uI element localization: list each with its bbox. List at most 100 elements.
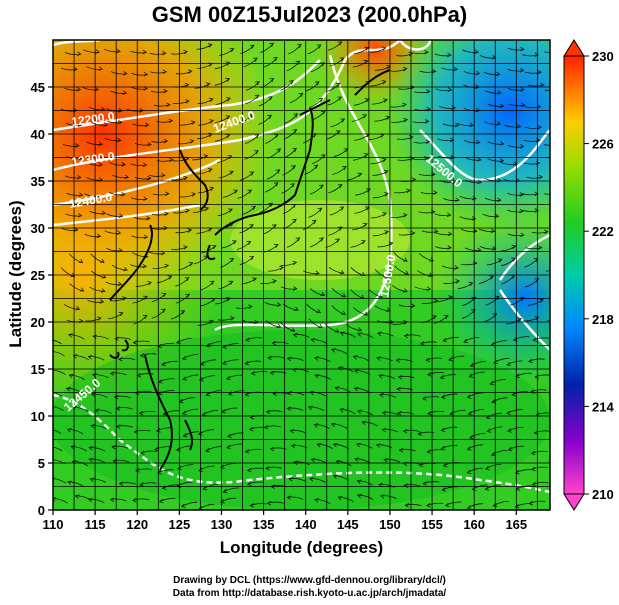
streamline-arrow [466, 446, 472, 451]
streamline [549, 228, 550, 230]
streamline-arrow [428, 272, 434, 278]
y-tick-label: 25 [31, 268, 45, 283]
streamline-arrow [449, 137, 455, 143]
streamline-arrow [249, 224, 254, 229]
streamline-arrow [471, 216, 477, 221]
streamline-arrow [187, 228, 193, 233]
streamline-arrow [340, 118, 346, 123]
streamline-arrow [219, 499, 225, 504]
streamline-arrow [426, 89, 431, 94]
streamline-arrow [229, 258, 235, 263]
streamline-arrow [454, 265, 459, 270]
streamline-arrow [362, 222, 368, 228]
streamline-arrow [364, 46, 370, 52]
streamline-arrow [271, 340, 277, 346]
streamline-arrow [520, 46, 525, 52]
streamline-arrow [76, 87, 82, 92]
streamline-arrow [499, 141, 505, 146]
streamline-arrow [476, 157, 482, 162]
streamline-arrow [246, 467, 252, 473]
streamline-arrow [276, 302, 282, 307]
x-tick-label: 120 [126, 517, 148, 532]
streamline-arrow [506, 361, 512, 367]
streamline-arrow [90, 424, 96, 429]
streamline-arrow [467, 411, 473, 416]
streamline-arrow [469, 362, 475, 368]
streamline-arrow [484, 486, 490, 491]
streamline-arrow [528, 500, 534, 506]
streamline-arrow [222, 360, 227, 366]
streamline-arrow [117, 119, 123, 125]
streamline-arrow [512, 161, 518, 166]
streamline-arrow [118, 481, 124, 486]
streamline-arrow [313, 423, 319, 428]
streamline-arrow [269, 370, 275, 376]
streamline-arrow [267, 355, 272, 361]
streamline-arrow [356, 479, 362, 484]
streamline-arrow [447, 52, 452, 58]
y-tick-label: 0 [38, 503, 45, 518]
streamline-arrow [147, 175, 152, 181]
streamline-arrow [311, 219, 317, 225]
streamline-arrow [273, 57, 278, 62]
streamline-arrow [182, 376, 187, 381]
streamline-arrow [289, 429, 295, 434]
streamline-arrow [448, 357, 453, 362]
streamline-arrow [271, 224, 277, 229]
streamline-arrow [225, 375, 231, 381]
streamline-arrow [443, 314, 449, 320]
streamline-arrow [361, 420, 367, 425]
streamline-arrow [396, 386, 401, 392]
streamline-arrow [361, 240, 366, 245]
streamline-arrow [168, 118, 174, 124]
streamline-arrow [221, 409, 226, 414]
streamline-arrow [229, 170, 234, 175]
streamline-arrow [332, 443, 338, 448]
streamline-arrow [444, 502, 450, 508]
streamline-arrow [48, 405, 52, 409]
streamline-arrow [46, 428, 50, 432]
streamline-arrow [314, 81, 320, 86]
streamline-arrow [558, 154, 562, 158]
streamline-arrow [202, 485, 208, 491]
streamline-arrow [76, 51, 82, 57]
streamline-arrow [189, 139, 195, 144]
streamline-arrow [120, 191, 126, 197]
wind-streamlines [46, 41, 562, 510]
streamline [543, 144, 550, 146]
streamline-arrow [404, 270, 409, 275]
streamline-arrow [376, 356, 381, 361]
streamline-arrow [143, 71, 149, 77]
streamline-arrow [434, 228, 439, 234]
streamline-arrow [99, 258, 105, 263]
streamline-arrow [272, 279, 277, 284]
streamline-arrow [117, 356, 123, 362]
streamline-arrow [314, 356, 319, 361]
streamline-arrow [147, 281, 153, 286]
streamline-arrow [89, 477, 95, 483]
streamline-arrow [78, 259, 84, 264]
streamline-arrow [297, 43, 302, 49]
y-tick-label: 30 [31, 221, 45, 236]
streamline-arrow [248, 114, 254, 119]
x-tick-label: 115 [85, 517, 106, 532]
streamline-arrow [267, 114, 272, 119]
x-tick-label: 135 [253, 517, 275, 532]
streamline-arrow [532, 337, 537, 342]
streamline-arrow [205, 82, 211, 87]
streamline-arrow [455, 279, 461, 284]
streamline-arrow [530, 466, 536, 472]
streamline-arrow [352, 355, 358, 360]
streamline-arrow [396, 411, 402, 416]
streamline-arrow [337, 96, 343, 101]
streamline-arrow [469, 434, 474, 440]
streamline-arrow [378, 293, 384, 298]
streamline-arrow [269, 42, 274, 47]
streamline-arrow [98, 66, 104, 71]
x-tick-label: 125 [169, 517, 191, 532]
streamline-arrow [98, 141, 104, 147]
streamline-arrow [427, 411, 432, 416]
streamline-arrow [292, 218, 297, 223]
streamline-arrow [101, 210, 107, 216]
streamline-arrow [496, 121, 502, 126]
